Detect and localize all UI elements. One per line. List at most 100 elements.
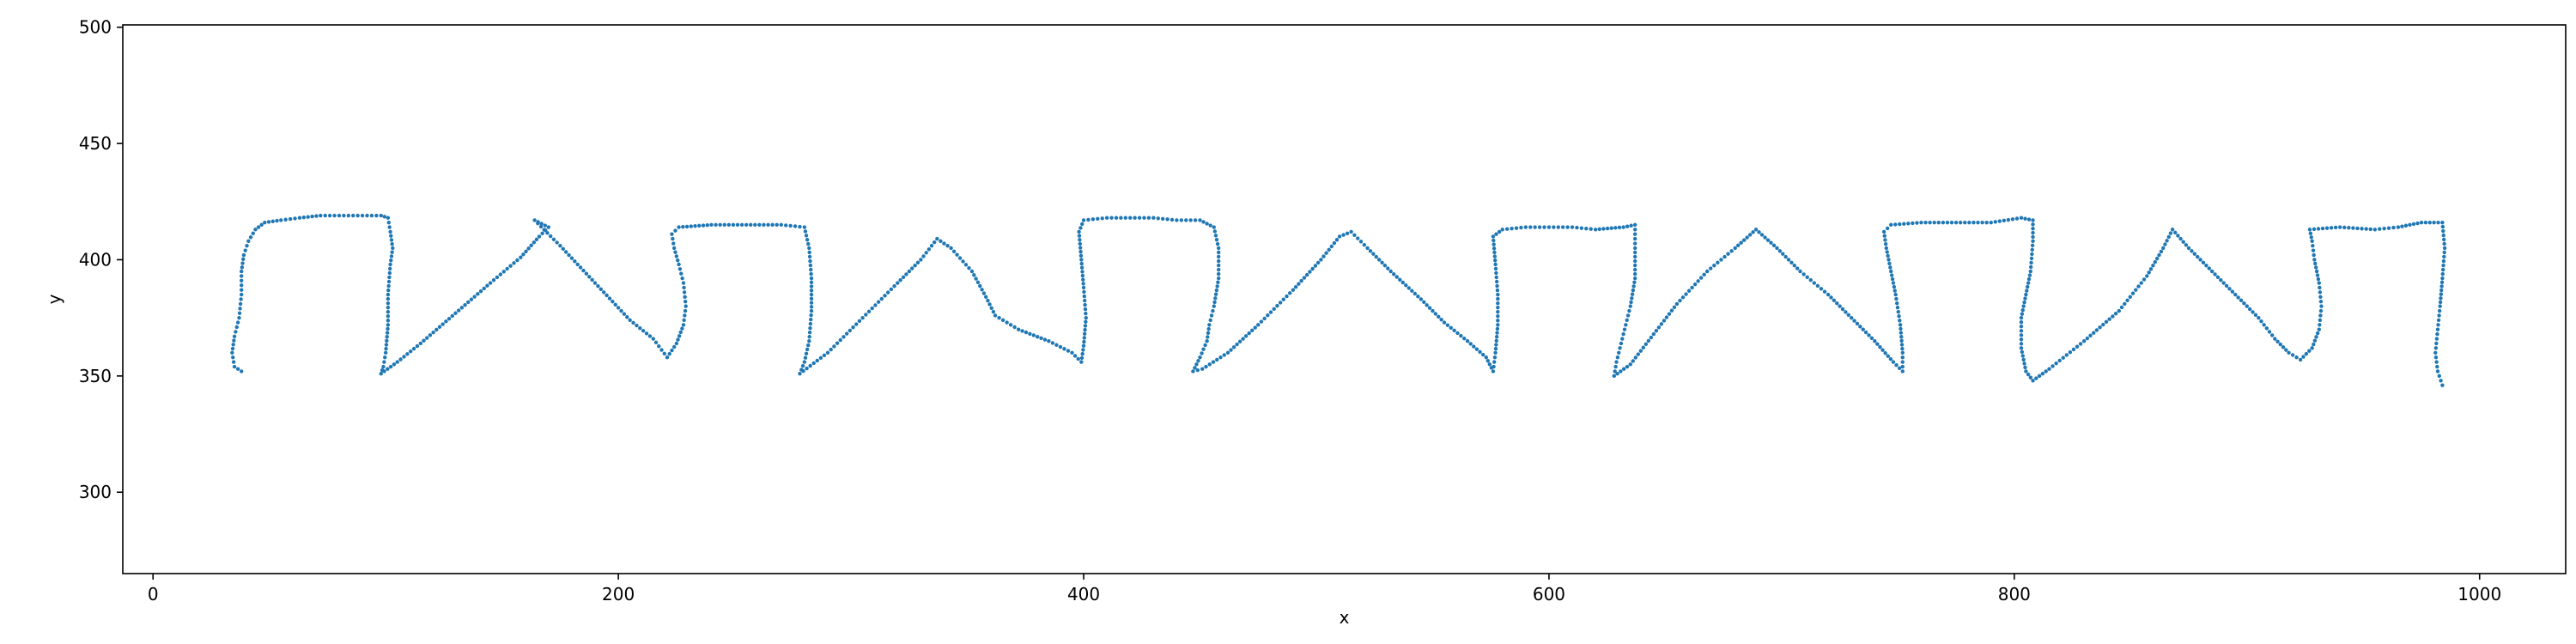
data-point bbox=[2181, 240, 2185, 244]
data-point bbox=[1649, 335, 1654, 340]
data-point bbox=[1781, 252, 1785, 256]
data-point bbox=[1341, 233, 1346, 237]
data-point bbox=[921, 254, 926, 258]
data-point bbox=[301, 215, 306, 220]
data-point bbox=[1976, 220, 1980, 225]
data-point bbox=[809, 301, 814, 305]
data-point bbox=[1082, 298, 1087, 303]
data-point bbox=[677, 262, 681, 267]
data-point bbox=[1632, 236, 1637, 241]
data-point bbox=[1212, 304, 1216, 308]
data-point bbox=[1888, 265, 1893, 270]
data-point bbox=[1900, 364, 1905, 369]
data-point bbox=[1491, 234, 1496, 239]
data-point bbox=[466, 300, 471, 305]
data-point bbox=[2027, 273, 2032, 277]
data-point bbox=[681, 323, 686, 327]
data-point bbox=[678, 330, 683, 335]
data-point bbox=[784, 223, 788, 228]
data-point bbox=[310, 214, 314, 219]
data-point bbox=[1500, 228, 1504, 232]
data-point bbox=[1890, 276, 1895, 282]
data-point bbox=[386, 220, 391, 225]
data-point bbox=[901, 275, 906, 279]
data-point bbox=[536, 221, 540, 226]
data-point bbox=[279, 218, 283, 222]
data-point bbox=[1883, 238, 1887, 242]
data-point bbox=[450, 313, 454, 319]
data-point bbox=[2023, 216, 2027, 221]
data-point bbox=[2435, 369, 2440, 374]
data-point bbox=[1133, 216, 1137, 220]
data-point bbox=[873, 303, 878, 307]
data-point bbox=[1388, 269, 1393, 274]
data-point bbox=[1696, 279, 1700, 283]
data-point bbox=[1455, 331, 1460, 336]
data-point bbox=[980, 288, 984, 292]
data-point bbox=[1885, 250, 1889, 254]
data-point bbox=[418, 341, 423, 346]
data-point bbox=[2253, 313, 2258, 317]
data-point bbox=[561, 246, 565, 252]
data-point bbox=[1496, 296, 1500, 301]
data-point bbox=[1861, 327, 1865, 331]
data-point bbox=[1838, 304, 1842, 308]
data-point bbox=[2161, 246, 2166, 251]
data-point bbox=[1315, 260, 1321, 265]
data-point bbox=[631, 320, 635, 325]
data-point bbox=[2040, 371, 2045, 376]
data-point bbox=[1310, 266, 1315, 271]
data-point bbox=[382, 215, 387, 219]
data-point bbox=[2318, 290, 2323, 295]
data-point bbox=[1812, 281, 1817, 285]
data-point bbox=[939, 239, 943, 244]
data-point bbox=[802, 360, 807, 364]
data-point bbox=[1989, 220, 1993, 225]
data-point bbox=[1259, 319, 1264, 324]
data-point bbox=[1619, 369, 1623, 374]
data-point bbox=[385, 338, 389, 343]
data-point bbox=[2342, 225, 2347, 230]
data-point bbox=[1751, 230, 1755, 234]
data-point bbox=[1081, 348, 1085, 352]
data-point bbox=[275, 218, 279, 223]
data-point bbox=[635, 323, 639, 328]
data-point bbox=[2436, 220, 2440, 225]
data-point bbox=[243, 248, 247, 252]
data-point bbox=[1035, 334, 1040, 339]
data-point bbox=[1863, 330, 1868, 335]
data-point bbox=[2318, 295, 2323, 299]
data-point bbox=[1008, 323, 1013, 327]
data-point bbox=[1216, 250, 1221, 255]
data-point bbox=[1081, 218, 1086, 222]
data-point bbox=[459, 306, 465, 310]
data-point bbox=[240, 261, 245, 265]
data-point bbox=[898, 277, 902, 283]
data-point bbox=[671, 246, 677, 251]
data-point bbox=[1632, 250, 1637, 255]
data-point bbox=[389, 238, 394, 242]
data-point bbox=[2026, 276, 2032, 282]
data-point bbox=[2123, 301, 2127, 307]
data-point bbox=[2333, 225, 2338, 230]
data-point bbox=[2391, 225, 2396, 230]
data-point bbox=[1625, 318, 1629, 323]
data-point bbox=[2355, 226, 2360, 231]
data-point bbox=[1617, 225, 1622, 230]
data-point bbox=[2423, 220, 2428, 225]
x-tick-label: 800 bbox=[1998, 584, 2031, 605]
data-point bbox=[932, 240, 937, 245]
data-point bbox=[590, 277, 594, 283]
data-point bbox=[670, 232, 674, 236]
data-point bbox=[808, 321, 813, 326]
data-point bbox=[680, 326, 684, 331]
data-point bbox=[1826, 292, 1831, 297]
data-point bbox=[390, 250, 394, 254]
data-point bbox=[2439, 379, 2443, 383]
data-point bbox=[2318, 318, 2323, 323]
data-point bbox=[1198, 355, 1202, 360]
data-point bbox=[1114, 216, 1119, 220]
data-point bbox=[270, 219, 275, 223]
data-point bbox=[2372, 228, 2378, 232]
data-point bbox=[1237, 339, 1242, 343]
